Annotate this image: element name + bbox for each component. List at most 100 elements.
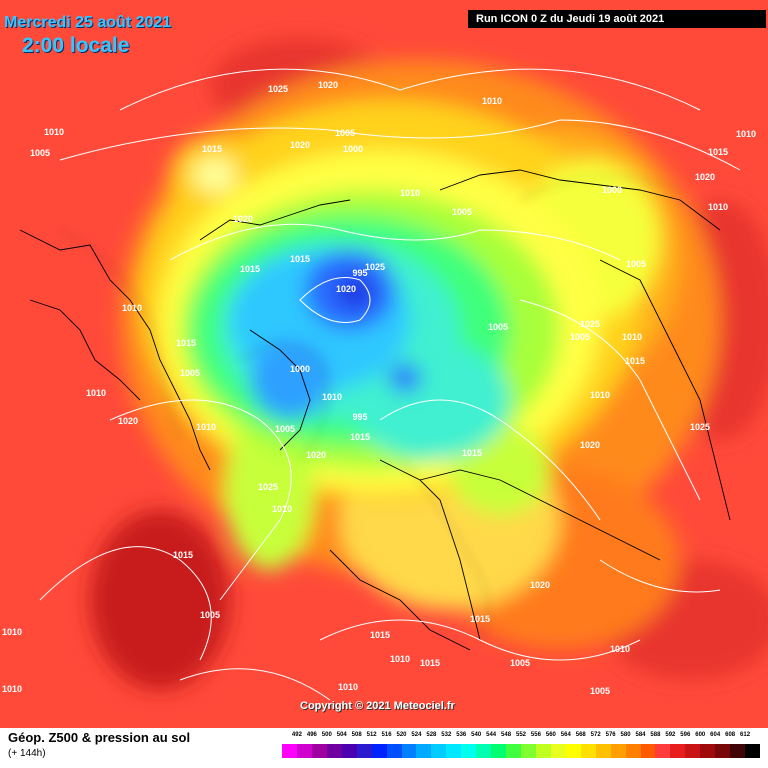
scale-swatch xyxy=(745,744,760,758)
pressure-label: 1010 xyxy=(86,388,106,398)
pressure-label: 1000 xyxy=(343,144,363,154)
pressure-label: 1010 xyxy=(622,332,642,342)
color-scale: 492 496 500 504 508 512 516 520 524 528 532 536 540 5… xyxy=(282,732,760,764)
scale-swatch xyxy=(670,744,686,758)
scale-label: 584 xyxy=(635,732,646,738)
pressure-label: 1015 xyxy=(470,614,490,624)
scale-label: 540 xyxy=(471,732,482,738)
scale-label: 556 xyxy=(530,732,541,738)
pressure-label: 1020 xyxy=(695,172,715,182)
scale-label: 592 xyxy=(665,732,676,738)
scale-swatch xyxy=(356,744,372,758)
pressure-label: 1005 xyxy=(510,658,530,668)
isobars xyxy=(39,68,741,701)
pressure-label: 1010 xyxy=(2,627,22,637)
scale-swatch xyxy=(401,744,417,758)
scale-swatch xyxy=(476,744,492,758)
scale-swatch xyxy=(311,744,327,758)
scale-swatch xyxy=(296,744,312,758)
pressure-label: 1020 xyxy=(290,140,310,150)
pressure-label: 1015 xyxy=(176,338,196,348)
scale-swatch xyxy=(506,744,521,758)
scale-swatch xyxy=(625,744,641,758)
scale-label: 508 xyxy=(351,732,362,738)
pressure-label: 1010 xyxy=(338,682,358,692)
model-run-banner: Run ICON 0 Z du Jeudi 19 août 2021 xyxy=(468,10,766,28)
scale-swatch xyxy=(491,744,507,758)
pressure-label: 1005 xyxy=(590,686,610,696)
pressure-label: 1010 xyxy=(322,392,342,402)
legend-bar: Géop. Z500 & pression au sol (+ 144h) 49… xyxy=(0,728,768,768)
pressure-label: 1025 xyxy=(365,262,385,272)
scale-swatch xyxy=(535,744,551,758)
pressure-label: 1020 xyxy=(233,214,253,224)
pressure-label: 1010 xyxy=(708,202,728,212)
pressure-label: 1005 xyxy=(335,128,355,138)
scale-swatch xyxy=(595,744,611,758)
scale-label: 604 xyxy=(710,732,721,738)
pressure-label: 1020 xyxy=(318,80,338,90)
pressure-label: 1020 xyxy=(530,580,550,590)
scale-swatch xyxy=(282,744,297,758)
scale-swatch xyxy=(700,744,716,758)
scale-label: 524 xyxy=(411,732,422,738)
scale-swatch xyxy=(521,744,536,758)
scale-label: 568 xyxy=(575,732,586,738)
scale-swatch xyxy=(326,744,342,758)
scale-swatch xyxy=(610,744,626,758)
pressure-label: 1015 xyxy=(420,658,440,668)
copyright-notice: Copyright © 2021 Meteociel.fr xyxy=(300,700,455,712)
pressure-label: 1025 xyxy=(690,422,710,432)
pressure-label: 1025 xyxy=(580,319,600,329)
scale-swatch xyxy=(371,744,387,758)
scale-label: 492 xyxy=(291,732,302,738)
pressure-label: 1020 xyxy=(118,416,138,426)
geopotential-map: 1025 1020 1010 1005 1015 1000 995 1020 1010 1005 1… xyxy=(0,0,768,728)
scale-label: 552 xyxy=(515,732,527,738)
pressure-label: 1020 xyxy=(580,440,600,450)
scale-swatch xyxy=(446,744,462,758)
product-title: Géop. Z500 & pression au sol xyxy=(8,730,191,745)
scale-label: 496 xyxy=(306,732,317,738)
scale-label: 500 xyxy=(321,732,332,738)
pressure-label: 1015 xyxy=(625,356,645,366)
pressure-label: 1025 xyxy=(258,482,278,492)
color-scale-labels: 492 496 500 504 508 512 516 520 524 528 532 536 540 5… xyxy=(282,732,760,742)
scale-swatch xyxy=(685,744,701,758)
pressure-label: 995 xyxy=(352,412,367,422)
scale-label: 548 xyxy=(501,732,512,738)
scale-swatch xyxy=(386,744,402,758)
pressure-label: 1025 xyxy=(268,84,288,94)
scale-swatch xyxy=(550,744,566,758)
scale-label: 572 xyxy=(590,732,601,738)
scale-label: 560 xyxy=(545,732,556,738)
scale-swatch xyxy=(580,744,596,758)
scale-swatch xyxy=(730,744,746,758)
scale-swatch xyxy=(431,744,447,758)
scale-swatch xyxy=(461,744,477,758)
pressure-label: 1010 xyxy=(272,504,292,514)
forecast-time-title: 2:00 locale xyxy=(22,34,130,57)
pressure-label: 1005 xyxy=(180,368,200,378)
scale-label: 512 xyxy=(366,732,377,738)
pressure-label: 1005 xyxy=(626,259,646,269)
scale-label: 596 xyxy=(680,732,691,738)
scale-label: 588 xyxy=(650,732,661,738)
pressure-label: 1005 xyxy=(200,610,220,620)
pressure-label: 1015 xyxy=(708,147,728,157)
pressure-label: 1005 xyxy=(488,322,508,332)
pressure-label: 1000 xyxy=(290,364,310,374)
pressure-label: 1010 xyxy=(400,188,420,198)
pressure-label: 1020 xyxy=(336,284,356,294)
pressure-label: 1000 xyxy=(602,185,622,195)
scale-label: 532 xyxy=(441,732,452,738)
scale-label: 516 xyxy=(381,732,392,738)
scale-label: 580 xyxy=(620,732,631,738)
pressure-label: 1015 xyxy=(240,264,260,274)
pressure-label: 1005 xyxy=(275,424,295,434)
scale-label: 600 xyxy=(695,732,706,738)
color-scale-swatches xyxy=(282,744,760,758)
scale-swatch xyxy=(565,744,581,758)
pressure-label: 1015 xyxy=(173,550,193,560)
scale-label: 608 xyxy=(725,732,736,738)
